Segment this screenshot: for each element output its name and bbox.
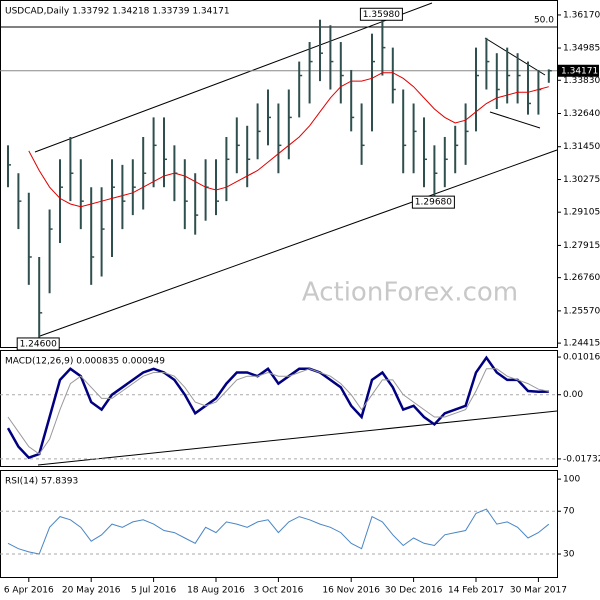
y-tick-label: 1.36170 <box>563 10 600 20</box>
y-tick-label: 1.25570 <box>563 306 600 316</box>
y-tick-label: 1.32640 <box>563 109 600 119</box>
x-tick-label: 30 Mar 2017 <box>510 586 567 596</box>
rsi-panel <box>0 470 558 578</box>
last-price-box <box>558 64 599 77</box>
x-tick-label: 30 Dec 2016 <box>385 586 443 596</box>
y-tick-label: 1.34985 <box>563 44 600 54</box>
x-tick-label: 3 Oct 2016 <box>253 586 303 596</box>
y-tick-label: 1.29105 <box>563 208 600 218</box>
last-price-label: 1.34171 <box>561 66 598 76</box>
indicator-line <box>7 368 549 455</box>
annotation-label: 1.29680 <box>415 198 452 208</box>
y-tick-label: 1.27915 <box>563 241 600 251</box>
y-tick-label: 70 <box>563 507 575 517</box>
fib-label: 50.0 <box>534 15 554 25</box>
wedge-bottom <box>489 111 541 129</box>
macd-panel <box>0 350 558 467</box>
indicator-line <box>7 508 550 555</box>
y-tick-label: -0.017321 <box>563 454 600 464</box>
macd-trendline <box>37 410 558 466</box>
panel-frame <box>0 350 558 467</box>
wedge-top <box>484 37 546 76</box>
panel-title: MACD(12,26,9) 0.000835 0.000949 <box>5 357 165 367</box>
annotation-box <box>411 195 455 209</box>
panel-title: USDCAD,Daily 1.33792 1.34218 1.33739 1.3… <box>5 7 230 17</box>
panel-frame <box>0 470 558 578</box>
upper-channel <box>34 2 433 153</box>
moving-average <box>28 72 549 208</box>
annotation-label: 1.24600 <box>20 339 57 349</box>
x-tick-label: 14 Feb 2017 <box>448 586 504 596</box>
x-tick-label: 20 May 2016 <box>62 586 121 596</box>
price-annotation: 1.24600 <box>16 337 60 351</box>
price-panel <box>0 0 558 348</box>
x-tick-label: 18 Aug 2016 <box>187 586 245 596</box>
y-tick-label: 100 <box>563 475 580 485</box>
y-tick-label: 30 <box>563 550 575 560</box>
y-tick-label: 1.31450 <box>563 142 600 152</box>
annotation-box <box>359 7 403 21</box>
y-tick-label: 1.24415 <box>563 339 600 349</box>
y-tick-label: 1.30275 <box>563 175 600 185</box>
annotation-label: 1.35980 <box>363 10 400 20</box>
watermark: ActionForex.com <box>302 278 518 308</box>
y-tick-label: 1.33830 <box>563 76 600 86</box>
price-annotation: 1.29680 <box>411 195 455 209</box>
x-tick-label: 5 Jul 2016 <box>131 586 176 596</box>
price-annotation: 1.35980 <box>359 7 403 21</box>
annotation-box <box>16 337 60 351</box>
y-tick-label: 0.010163 <box>563 353 600 363</box>
x-tick-label: 16 Nov 2016 <box>322 586 380 596</box>
lower-channel <box>39 149 558 337</box>
indicator-line <box>6 355 549 460</box>
x-tick-label: 6 Apr 2016 <box>4 586 54 596</box>
panel-frame <box>0 0 558 348</box>
panel-title: RSI(14) 57.8393 <box>5 477 78 487</box>
y-tick-label: 0.00 <box>563 390 583 400</box>
y-tick-label: 1.26760 <box>563 273 600 283</box>
